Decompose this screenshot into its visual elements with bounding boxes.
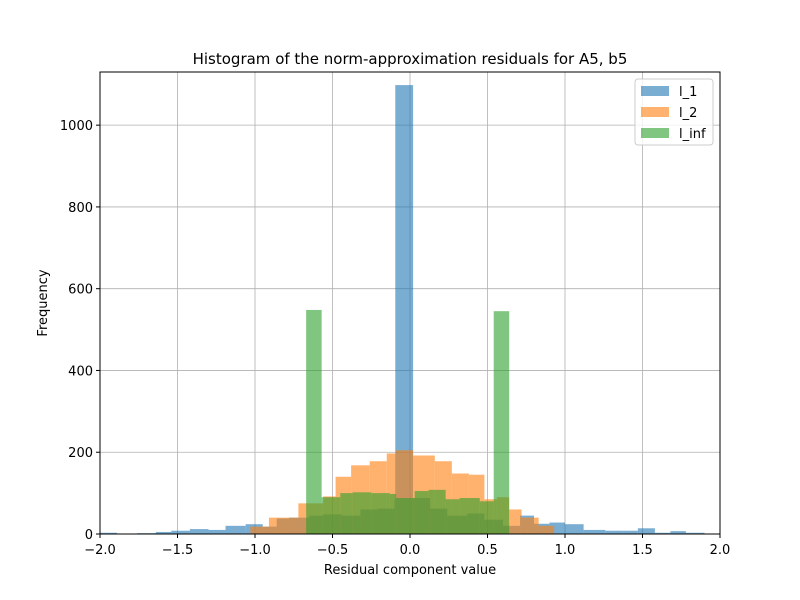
x-tick-label: −2.0 [84,543,116,558]
x-axis-ticks: −2.0 −1.5 −1.0 −0.5 0.0 0.5 1.0 1.5 2.0 [84,534,730,558]
histogram-bar [306,309,322,534]
histogram-bar [521,517,539,534]
histogram-bar [225,525,246,534]
x-tick-label: 0.0 [400,543,421,558]
legend-label: l_1 [679,85,697,100]
series-l-inf [306,309,510,534]
chart-title: Histogram of the norm-approximation resi… [193,50,628,68]
x-tick-label: 1.0 [555,543,576,558]
legend-label: l_inf [679,127,706,142]
histogram-bar [622,530,638,534]
y-tick-label: 200 [68,446,93,461]
histogram-bar [479,501,494,534]
histogram-bar [100,532,118,534]
y-tick-label: 800 [68,201,93,216]
histogram-bar [414,491,429,534]
x-tick-label: 0.5 [477,543,498,558]
legend-swatch [641,128,669,138]
histogram-bar [637,528,655,534]
x-tick-label: −0.5 [317,543,349,558]
histogram-bar [428,489,446,534]
histogram-bar [445,499,460,534]
histogram-bar [670,531,686,534]
x-tick-label: −1.0 [239,543,271,558]
legend: l_1 l_2 l_inf [634,78,714,146]
x-tick-label: 1.5 [632,543,653,558]
legend-label: l_2 [679,106,697,121]
y-axis-label: Frequency [36,269,51,336]
histogram-bar [395,85,414,534]
histogram-bar [605,530,623,534]
y-tick-label: 0 [85,528,93,543]
x-axis-label: Residual component value [324,563,496,578]
y-tick-label: 1000 [60,119,93,134]
y-axis-ticks: 0 200 400 600 800 1000 [60,119,100,543]
histogram-bar [549,522,565,534]
histogram-bar [685,532,705,534]
histogram-bar [565,524,584,534]
histogram-bar [189,529,209,534]
histogram-bar [371,493,390,534]
histogram-bars [100,85,705,534]
histogram-bar [493,311,510,534]
histogram-bar [340,493,353,534]
histogram-bar [389,493,397,534]
histogram-bar [268,517,299,534]
histogram-bar [155,531,172,534]
histogram-bar [459,498,480,534]
x-tick-label: −1.5 [162,543,194,558]
histogram-bar [250,526,269,534]
histogram-bar [171,530,190,534]
y-tick-label: 600 [68,283,93,298]
x-tick-label: 2.0 [710,543,731,558]
histogram-bar [321,497,341,534]
histogram-bar [208,529,226,534]
legend-swatch [641,86,669,96]
histogram-bar [538,525,555,534]
histogram-bar [509,509,522,534]
histogram-bar [396,498,415,534]
histogram-bar [654,532,671,534]
legend-swatch [641,107,669,117]
histogram-bar [583,529,606,534]
histogram-bar [386,453,397,534]
y-tick-label: 400 [68,364,93,379]
histogram-bar [352,492,372,534]
